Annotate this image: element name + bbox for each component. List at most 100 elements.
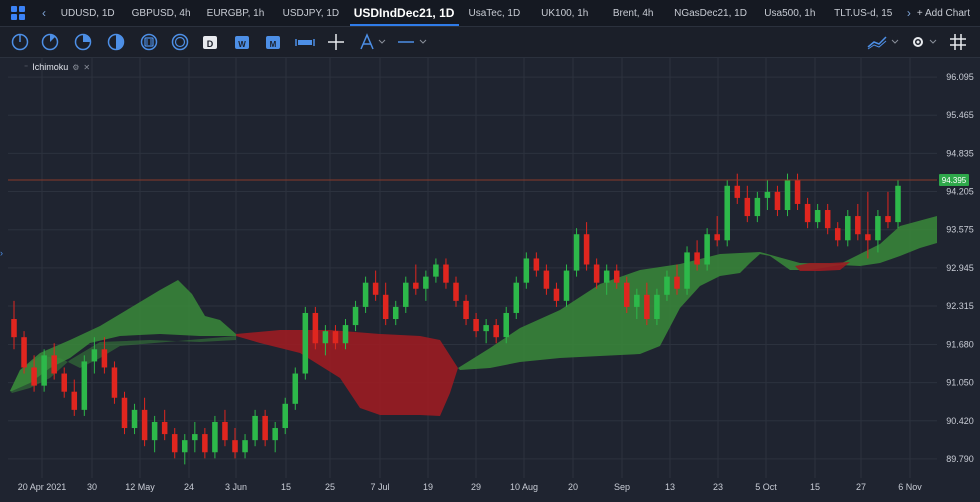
candle-body (161, 421, 168, 435)
candle-body (543, 270, 550, 289)
scroll-tabs-right-icon[interactable]: › (906, 6, 911, 20)
candle-body (21, 337, 27, 368)
tab-gbpusd-4h[interactable]: GBPUSD, 4h (131, 7, 191, 19)
candle-body (704, 234, 710, 265)
candle-body (11, 319, 17, 338)
ichimoku-cloud-bear-2 (795, 262, 850, 271)
month-calendar-icon[interactable]: M (263, 32, 283, 52)
candle-body (523, 258, 530, 283)
candle-body (473, 319, 479, 332)
x-tick-label: 19 (423, 482, 433, 492)
tab-udusd-1d[interactable]: UDUSD, 1D (60, 7, 115, 19)
tab-tlt-us-d-15[interactable]: TLT.US-d, 15 (834, 7, 893, 19)
grid-icon[interactable] (948, 32, 968, 52)
indicator-close-icon[interactable]: ✕ (83, 62, 91, 72)
tab-uk100-1h[interactable]: UK100, 1h (541, 7, 589, 19)
candle-body (453, 282, 459, 301)
y-tick-label: 94.835 (946, 148, 974, 158)
candle-body (493, 325, 499, 338)
candle-body (372, 282, 379, 295)
week-calendar-icon[interactable]: W (232, 32, 252, 52)
ichimoku-cloud-bull (10, 280, 236, 391)
candle-body (875, 216, 881, 241)
chevron-down-icon[interactable] (890, 32, 900, 52)
timeframe-5-icon[interactable] (139, 32, 159, 52)
candle-body (684, 252, 690, 289)
tab-usatec-1d[interactable]: UsaTec, 1D (468, 7, 521, 19)
candle-body (111, 367, 118, 398)
candle-body (282, 403, 288, 429)
candle-body (503, 312, 509, 338)
timeframe-6-icon[interactable] (170, 32, 190, 52)
indicator-settings-icon[interactable]: ⚙ (72, 62, 80, 72)
candle-body (794, 179, 801, 204)
y-tick-label: 92.315 (946, 301, 974, 311)
candle-body (212, 421, 218, 453)
layout-grid-button[interactable] (0, 0, 36, 26)
chart-type-icon[interactable] (866, 32, 890, 52)
tab-brent-4h[interactable]: Brent, 4h (612, 7, 654, 19)
candle-body (694, 252, 700, 265)
x-tick-label: 15 (281, 482, 291, 492)
candle-body (553, 288, 560, 301)
x-tick-label: 20 (568, 482, 578, 492)
indicator-legend: ⁻ Ichimoku ⚙ ✕ (24, 62, 90, 72)
candle-body (593, 264, 600, 283)
candle-body (232, 440, 238, 453)
chevron-down-icon[interactable] (928, 32, 938, 52)
candle-body (352, 306, 359, 326)
candle-body (222, 421, 228, 441)
timeframe-3-icon[interactable] (73, 32, 93, 52)
candle-body (834, 228, 841, 241)
candle-body (403, 282, 409, 307)
timeframe-1-icon[interactable] (10, 32, 30, 52)
chevron-down-icon[interactable] (377, 32, 387, 52)
range-icon[interactable] (295, 32, 315, 52)
layout-grid-icon (11, 6, 25, 20)
candle-body (382, 294, 389, 320)
current-price-tag (939, 174, 969, 187)
candle-body (804, 203, 811, 223)
candle-body (242, 440, 248, 453)
tab-usdjpy-1d[interactable]: USDJPY, 1D (282, 7, 340, 19)
timeframe-2-icon[interactable] (40, 32, 60, 52)
candle-body (764, 191, 771, 198)
y-tick-label: 94.205 (946, 187, 974, 197)
candle-body (131, 409, 138, 429)
add-chart-button[interactable]: + Add Chart (916, 7, 970, 19)
drawing-tools-icon[interactable] (357, 32, 377, 52)
candle-body (392, 306, 399, 320)
indicator-name: Ichimoku (32, 62, 69, 72)
svg-text:M: M (270, 40, 277, 49)
indicator-collapse-icon[interactable]: ⁻ (24, 62, 29, 72)
tab-ngasdec21-1d[interactable]: NGasDec21, 1D (674, 7, 747, 19)
left-edge-chevron-icon: › (0, 248, 3, 258)
candle-body (141, 409, 148, 441)
candle-body (724, 185, 730, 241)
tab-usa500-1h[interactable]: Usa500, 1h (764, 7, 816, 19)
crosshair-icon[interactable] (326, 32, 346, 52)
candle-body (674, 276, 680, 289)
candle-body (302, 312, 309, 374)
x-tick-label: 25 (325, 482, 335, 492)
candle-body (865, 234, 871, 241)
scroll-tabs-left-icon[interactable]: ‹ (42, 6, 46, 20)
x-tick-label: 23 (713, 482, 723, 492)
chevron-down-icon[interactable] (418, 32, 428, 52)
price-chart[interactable]: 96.095 95.465 94.835 94.205 93.575 92.945 92.3… (0, 58, 980, 502)
chart-toolbar: D W M (0, 27, 980, 58)
candle-body (262, 415, 268, 441)
tab-usdinddec21-1d[interactable]: USDIndDec21, 1D (349, 0, 459, 26)
y-tick-label: 91.050 (946, 378, 974, 388)
x-tick-label: 24 (184, 482, 194, 492)
candle-body (61, 373, 67, 392)
tab-eurgbp-1h[interactable]: EURGBP, 1h (206, 7, 265, 19)
day-calendar-icon[interactable]: D (200, 32, 220, 52)
x-tick-label: 29 (471, 482, 481, 492)
x-tick-label: 3 Jun (225, 482, 247, 492)
candle-body (624, 282, 630, 307)
line-style-icon[interactable] (396, 32, 420, 52)
timeframe-4-icon[interactable] (106, 32, 126, 52)
settings-icon[interactable] (908, 32, 928, 52)
x-tick-label: 12 May (125, 482, 155, 492)
